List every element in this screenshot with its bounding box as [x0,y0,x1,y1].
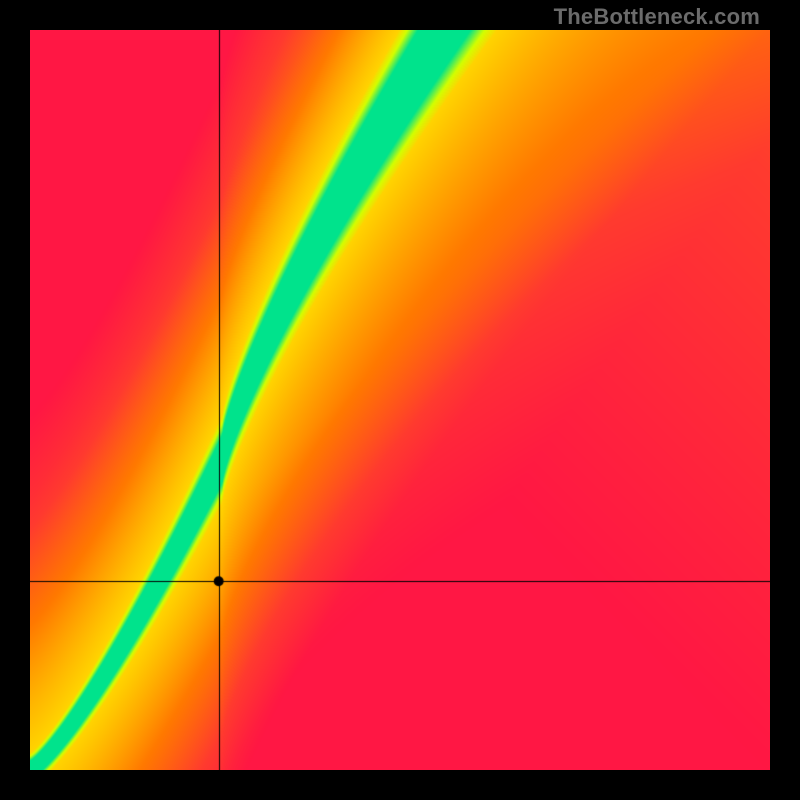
heatmap-plot [30,30,770,770]
watermark-label: TheBottleneck.com [554,4,760,30]
heatmap-canvas [30,30,770,770]
chart-frame: TheBottleneck.com [0,0,800,800]
